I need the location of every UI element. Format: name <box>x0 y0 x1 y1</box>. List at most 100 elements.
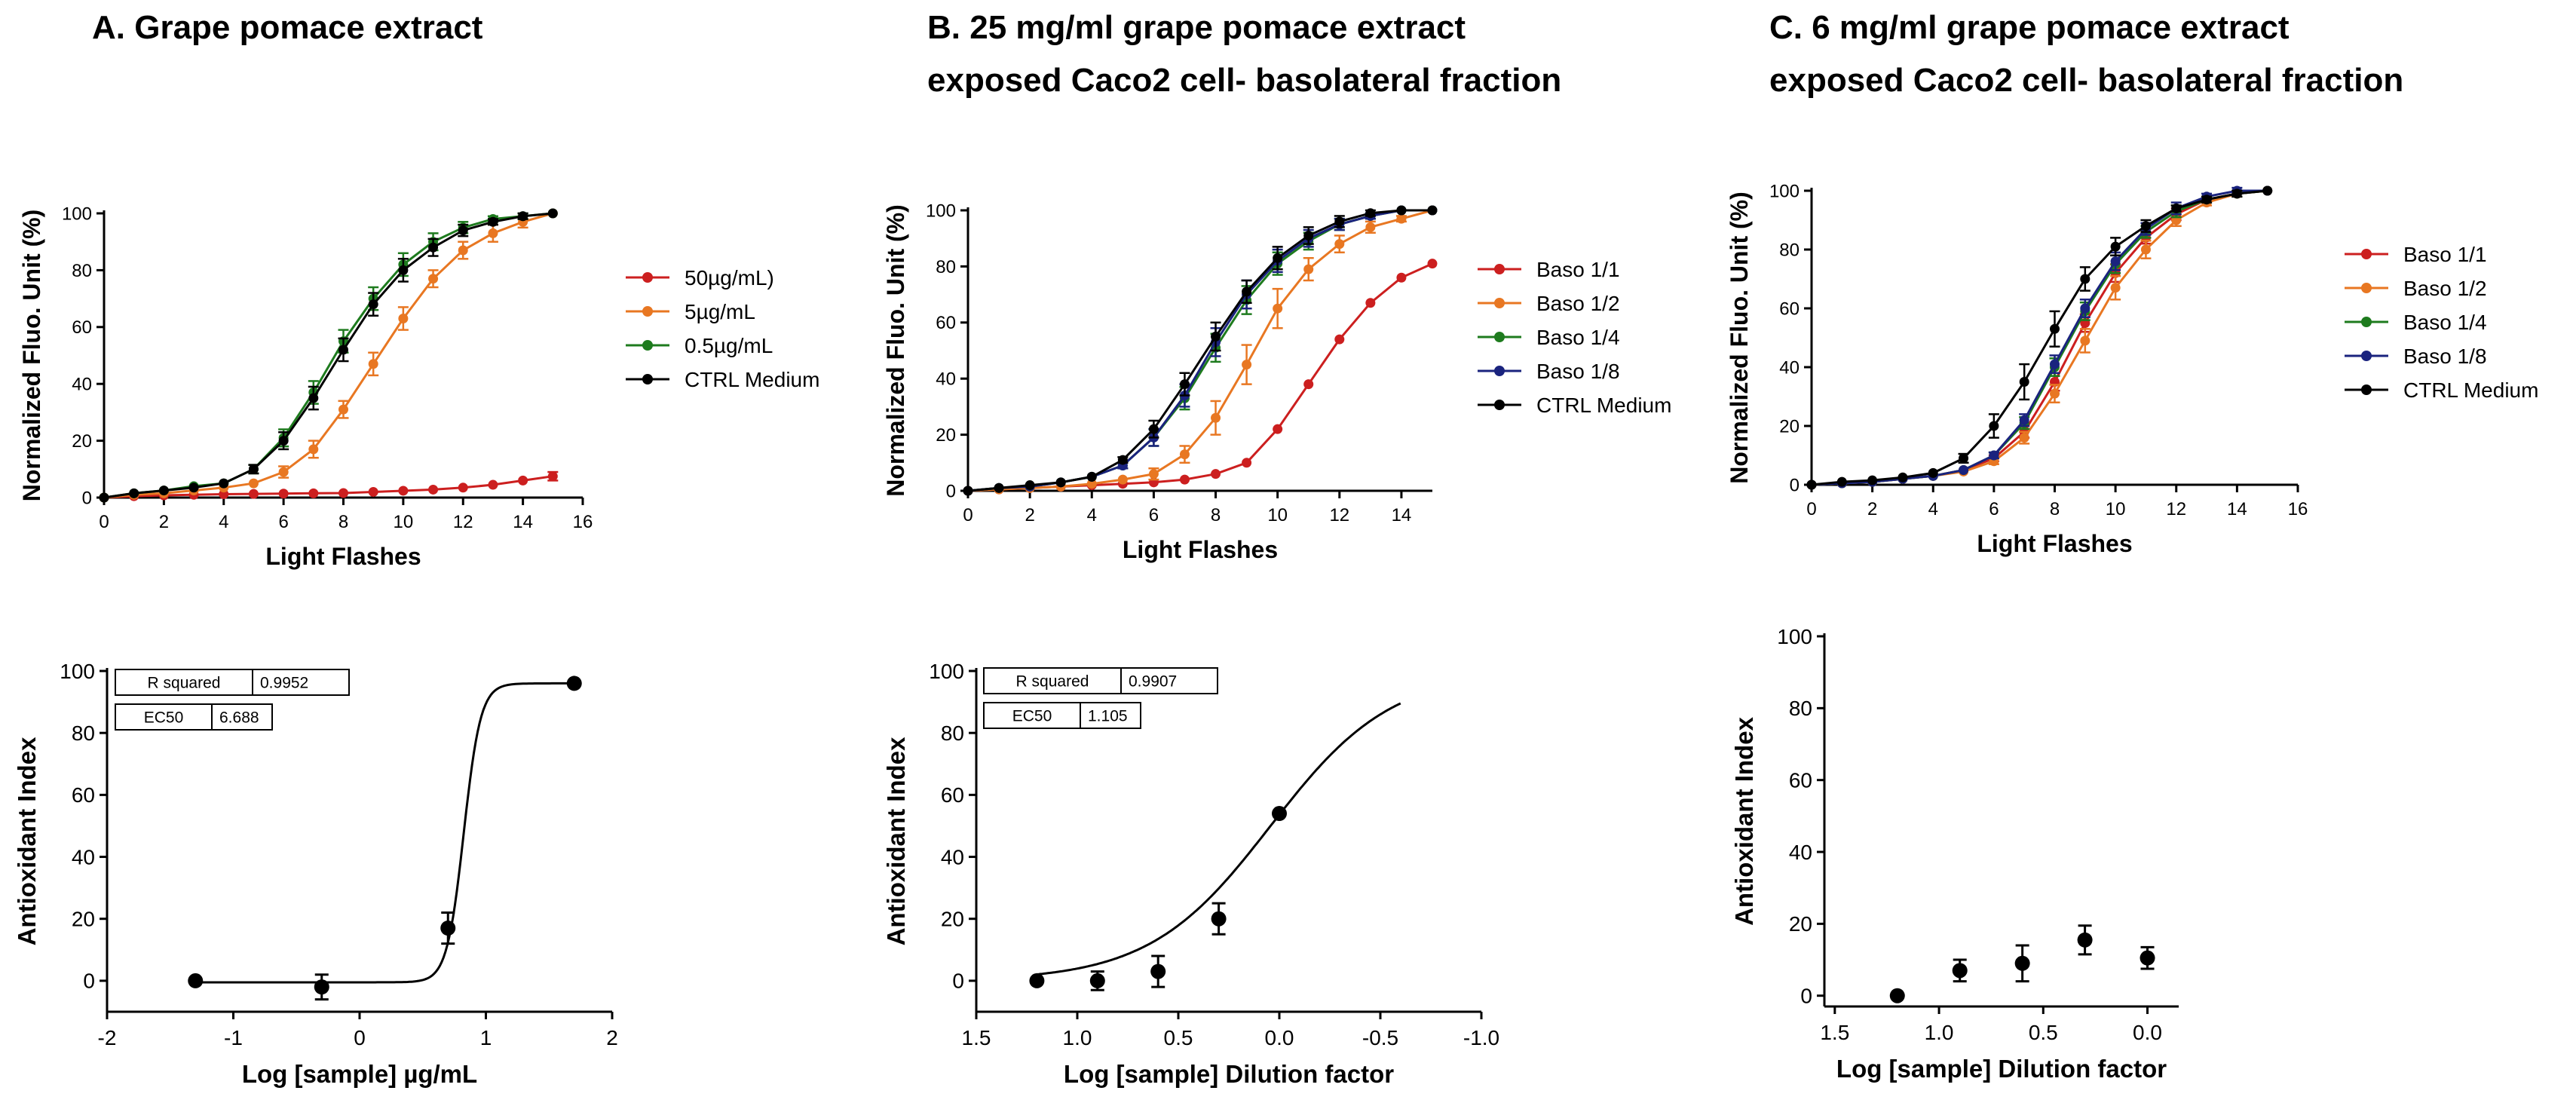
y-tick-label: 0 <box>946 481 956 501</box>
series-line <box>967 209 1432 492</box>
data-point <box>1211 331 1221 342</box>
y-tick-label: 20 <box>72 431 92 452</box>
data-point <box>458 483 468 493</box>
data-point <box>2171 203 2182 213</box>
series-line <box>967 209 1432 492</box>
legend-label: Baso 1/4 <box>2403 311 2487 334</box>
panel-a-title: A. Grape pomace extract <box>92 9 483 46</box>
data-point <box>2014 955 2030 971</box>
data-point <box>278 467 289 477</box>
data-point <box>219 478 229 489</box>
y-tick-label: 0 <box>1790 475 1800 495</box>
data-point <box>338 345 348 355</box>
legend-label: Baso 1/1 <box>2403 243 2487 266</box>
legend-label: Baso 1/1 <box>1536 258 1620 281</box>
data-point <box>1952 963 1968 979</box>
y-tick-label: 80 <box>72 721 95 745</box>
data-point <box>1334 239 1345 250</box>
y-axis-label: Normalized Fluo. Unit (%) <box>18 210 45 502</box>
data-point <box>2080 274 2091 284</box>
stats-label: R squared <box>148 674 221 691</box>
data-point <box>158 486 169 496</box>
y-tick-label: 40 <box>72 375 92 395</box>
legend-marker <box>642 374 653 384</box>
data-point <box>963 486 973 496</box>
series-line <box>1811 189 2268 486</box>
data-point <box>1055 477 1066 488</box>
legend-label: 5µg/mL <box>685 300 755 323</box>
y-tick-label: 80 <box>936 257 956 277</box>
legend-marker <box>642 272 653 283</box>
data-point <box>398 313 409 323</box>
y-axis-label: Antioxidant Index <box>882 737 910 945</box>
data-point <box>1989 450 1999 461</box>
y-axis-label: Antioxidant Index <box>13 737 41 945</box>
data-point <box>1396 272 1407 283</box>
y-tick-label: 20 <box>936 425 956 446</box>
y-tick-label: 100 <box>62 204 92 224</box>
y-tick-label: 40 <box>936 369 956 390</box>
data-point <box>2201 195 2212 205</box>
data-point <box>1242 286 1252 297</box>
data-point <box>1242 360 1252 370</box>
data-point <box>308 393 319 403</box>
series-line <box>1811 189 2268 486</box>
data-point <box>1334 334 1345 345</box>
panel-b-title: B. 25 mg/ml grape pomace extract exposed… <box>927 9 1562 100</box>
data-point <box>2019 415 2029 425</box>
data-point <box>1396 213 1407 224</box>
x-tick-label: 1.5 <box>962 1026 991 1049</box>
stats-label-cell <box>115 669 253 696</box>
x-tick-label: -1 <box>224 1026 243 1049</box>
x-axis-label: Log [sample] Dilution factor <box>1064 1060 1394 1088</box>
x-tick-label: 14 <box>2227 499 2247 519</box>
x-tick-label: 6 <box>278 512 288 532</box>
data-point <box>2019 377 2029 387</box>
series-line <box>1811 189 2268 486</box>
x-axis-label: Light Flashes <box>1977 530 2132 557</box>
data-point <box>398 486 409 496</box>
data-point <box>2110 256 2121 267</box>
x-tick-label: 2 <box>1867 499 1877 519</box>
x-tick-label: 0.0 <box>2133 1021 2162 1044</box>
data-point <box>248 464 259 474</box>
data-point <box>1117 455 1128 465</box>
data-point <box>488 228 498 238</box>
data-point <box>428 484 439 495</box>
x-tick-label: -1.0 <box>1463 1026 1499 1049</box>
x-tick-label: 2 <box>1025 505 1034 525</box>
data-point <box>1989 421 1999 431</box>
stats-value: 1.105 <box>1088 707 1128 725</box>
data-point <box>458 225 468 236</box>
data-point <box>1148 469 1159 479</box>
series-line <box>103 212 553 499</box>
data-point <box>2080 335 2091 346</box>
y-tick-label: 20 <box>72 908 95 931</box>
data-point <box>248 489 259 499</box>
data-point <box>1867 475 1878 486</box>
panel-c-title: C. 6 mg/ml grape pomace extract exposed … <box>1769 9 2404 100</box>
data-point <box>488 216 498 227</box>
x-tick-label: 2 <box>606 1026 618 1049</box>
chart-b-top: 0 20 40 60 80 100 0 2 4 6 8 10 12 14 Light Flashes Norm… <box>882 201 1671 563</box>
stats-row: R squared 0.9907 <box>983 667 1218 694</box>
y-tick-label: 40 <box>1789 841 1812 864</box>
x-tick-label: 0 <box>354 1026 366 1049</box>
data-point <box>2110 283 2121 293</box>
y-tick-label: 100 <box>60 660 95 683</box>
data-point <box>1211 469 1221 479</box>
y-tick-label: 0 <box>952 970 964 993</box>
data-point <box>2262 185 2273 196</box>
data-point <box>1179 379 1190 390</box>
series-line <box>103 212 553 499</box>
x-tick-label: 16 <box>573 512 593 532</box>
x-tick-label: 16 <box>2288 499 2308 519</box>
data-point <box>1889 988 1905 1003</box>
y-tick-label: 20 <box>941 908 964 931</box>
x-tick-label: 14 <box>513 512 533 532</box>
data-point <box>129 488 139 498</box>
data-point <box>428 274 439 284</box>
y-tick-label: 80 <box>1789 697 1812 720</box>
legend-marker <box>1494 366 1505 376</box>
x-tick-label: 10 <box>2106 499 2126 519</box>
